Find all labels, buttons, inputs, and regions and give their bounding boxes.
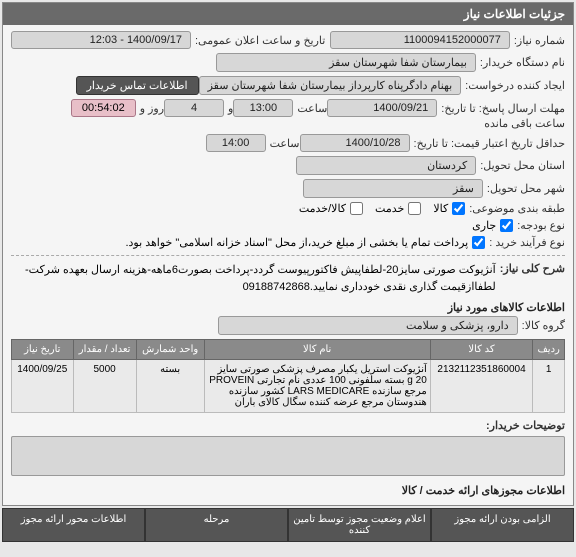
grid-header-row: ردیف کد کالا نام کالا واحد شمارش تعداد /… [12,340,565,360]
details-panel: جزئیات اطلاعات نیاز شماره نیاز: 11000941… [2,2,574,506]
footer-tabs: الزامی بودن ارائه مجوز اعلام وضعیت مجوز … [2,508,574,542]
items-grid: ردیف کد کالا نام کالا واحد شمارش تعداد /… [11,339,565,413]
budget-class-label: طبقه بندی موضوعی: [469,202,565,215]
deadline-date-field: 1400/09/21 [327,99,437,117]
budget-type-label: نوع بودجه: [517,219,565,232]
need-no-field: 1100094152000077 [330,31,510,49]
khadamat-chk-label: خدمت [375,202,404,215]
jari-checkbox[interactable] [500,219,513,232]
announce-label: تاریخ و ساعت اعلان عمومی: [195,34,325,47]
countdown-timer: 00:54:02 [71,99,136,117]
requester-field: بهنام دادگرپناه کارپرداز بیمارستان شفا ش… [199,76,462,95]
hour-label-1: ساعت [297,102,327,115]
province-field: کردستان [296,156,476,175]
kala-chk-label: کالا [433,202,448,215]
and-label: و [228,102,233,115]
province-label: استان محل تحویل: [480,159,565,172]
need-no-label: شماره نیاز: [514,34,565,47]
deadline-hour-field: 13:00 [233,99,293,117]
summary-title-label: شرح کلی نیاز: [500,262,565,275]
panel-title: جزئیات اطلاعات نیاز [3,3,573,25]
col-qty: تعداد / مقدار [73,340,136,360]
days-field: 4 [164,99,224,117]
cell-date: 1400/09/25 [12,360,74,413]
panel-body: شماره نیاز: 1100094152000077 تاریخ و ساع… [3,25,573,505]
cell-code: 2132112351860004 [430,360,533,413]
buyer-label: نام دستگاه خریدار: [480,56,565,69]
hour-label-2: ساعت [270,137,300,150]
col-idx: ردیف [533,340,565,360]
pay-note-label: پرداخت تمام یا بخشی از مبلغ خرید،از محل … [125,236,468,249]
group-field: دارو، پزشکی و سلامت [218,316,518,335]
buyer-note-label: توضیحات خریدار: [486,419,565,432]
jari-chk-label: جاری [472,219,496,232]
items-section-header: اطلاعات کالاهای مورد نیاز [11,301,565,314]
cell-unit: بسته [136,360,204,413]
col-date: تاریخ نیاز [12,340,74,360]
khadamat-checkbox[interactable] [408,202,421,215]
cell-qty: 5000 [73,360,136,413]
cell-name: آنژیوکت استریل یکبار مصرف پزشکی صورتی سا… [204,360,430,413]
table-row[interactable]: 1 2132112351860004 آنژیوکت استریل یکبار … [12,360,565,413]
kala-khadamat-chk-label: کالا/خدمت [299,202,346,215]
kala-khadamat-checkbox[interactable] [350,202,363,215]
footer-tab-4[interactable]: اطلاعات محور ارائه مجوز [2,508,145,542]
timer-label: ساعت باقی مانده [484,117,565,130]
city-label: شهر محل تحویل: [487,182,565,195]
announce-field: 1400/09/17 - 12:03 [11,31,191,49]
requester-label: ایجاد کننده درخواست: [465,79,565,92]
col-name: نام کالا [204,340,430,360]
city-field: سقز [303,179,483,198]
valid-label: حداقل تاریخ اعتبار قیمت: تا تاریخ: [414,137,565,150]
contact-buyer-button[interactable]: اطلاعات تماس خریدار [76,76,199,95]
valid-hour-field: 14:00 [206,134,266,152]
footer-tab-2[interactable]: اعلام وضعیت مجوز توسط تامین کننده [288,508,431,542]
permits-header: اطلاعات مجوزهای ارائه خدمت / کالا [11,484,565,497]
footer-tab-1[interactable]: الزامی بودن ارائه مجوز [431,508,574,542]
pay-note-checkbox[interactable] [472,236,485,249]
cell-idx: 1 [533,360,565,413]
kala-checkbox[interactable] [452,202,465,215]
group-label: گروه کالا: [522,319,565,332]
footer-tab-3[interactable]: مرحله [145,508,288,542]
valid-date-field: 1400/10/28 [300,134,410,152]
summary-title-value: آنژیوکت صورتی سایز20-لطفاپیش فاکتورپیوست… [11,262,496,295]
day-label: روز و [140,102,164,115]
buyer-note-area [11,436,565,476]
process-label: نوع فرآیند خرید : [489,236,565,249]
col-code: کد کالا [430,340,533,360]
buyer-field: بیمارستان شفا شهرستان سقز [216,53,476,72]
col-unit: واحد شمارش [136,340,204,360]
deadline-label: مهلت ارسال پاسخ: تا تاریخ: [441,102,565,115]
